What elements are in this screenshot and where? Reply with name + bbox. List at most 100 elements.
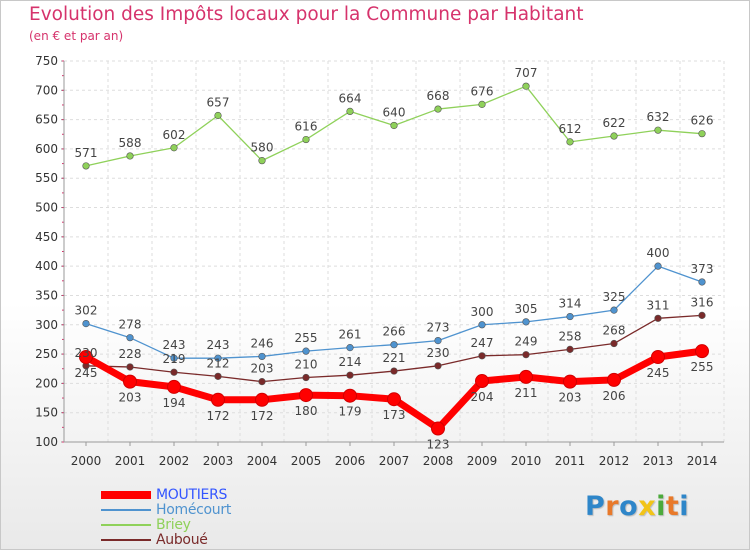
data-point [478, 321, 486, 329]
data-point [698, 311, 706, 319]
data-point [211, 392, 225, 407]
x-tick-label: 2001 [115, 454, 146, 468]
data-label: 657 [207, 96, 230, 110]
data-point [519, 369, 533, 384]
data-point [170, 368, 178, 376]
x-tick-label: 2008 [423, 454, 454, 468]
data-label: 580 [251, 141, 274, 155]
data-label: 373 [691, 262, 714, 276]
data-point [522, 351, 530, 359]
data-label: 612 [559, 122, 582, 136]
data-label: 247 [471, 336, 494, 350]
line-chart: 100 150 200 250 300 350 400 450 500 550 600 650 700 7… [35, 54, 725, 468]
y-tick-label: 300 [35, 318, 58, 332]
y-tick-label: 600 [35, 142, 58, 156]
data-label: 245 [75, 366, 98, 380]
data-point [170, 354, 178, 362]
data-point [214, 354, 222, 362]
data-point [563, 374, 577, 389]
data-point [346, 344, 354, 352]
x-tick-label: 2004 [247, 454, 278, 468]
data-point [698, 130, 706, 138]
data-point [654, 314, 662, 322]
data-label: 221 [383, 351, 406, 365]
data-label: 214 [339, 355, 362, 369]
data-point [695, 344, 709, 359]
data-point [346, 371, 354, 379]
y-tick-label: 250 [35, 347, 58, 361]
data-label: 400 [647, 246, 670, 260]
data-point [79, 350, 93, 365]
x-tick-label: 2000 [71, 454, 102, 468]
y-tick-label: 550 [35, 171, 58, 185]
data-label: 314 [559, 297, 582, 311]
logo-letter: r [605, 491, 620, 522]
y-tick-label: 100 [35, 435, 58, 449]
data-label: 179 [339, 405, 362, 419]
data-point [302, 347, 310, 355]
data-label: 230 [75, 346, 98, 360]
series-auboué [82, 311, 706, 386]
data-label: 305 [515, 302, 538, 316]
data-label: 180 [295, 404, 318, 418]
legend-item-homécourt: Homécourt [101, 502, 231, 518]
data-label: 212 [207, 356, 230, 370]
data-label: 203 [119, 391, 142, 405]
legend-item-briey: Briey [101, 517, 231, 533]
data-point [610, 306, 618, 314]
data-point [434, 336, 442, 345]
data-point [390, 121, 398, 130]
data-label: 325 [603, 290, 626, 304]
logo-letter: x [638, 491, 657, 522]
chart-legend: MOUTIERS Homécourt Briey Auboué [101, 487, 231, 548]
data-point [478, 352, 486, 360]
data-label: 204 [471, 390, 494, 404]
x-tick-label: 2013 [643, 454, 674, 468]
data-point [387, 392, 401, 407]
data-point [654, 126, 662, 134]
legend-swatch [101, 490, 151, 499]
data-label: 626 [691, 114, 714, 128]
data-label: 311 [647, 298, 670, 312]
data-label: 571 [75, 146, 98, 160]
data-point [126, 363, 134, 371]
data-label: 249 [515, 335, 538, 349]
data-point [522, 82, 530, 90]
x-tick-label: 2009 [467, 454, 498, 468]
data-label: 246 [251, 336, 274, 350]
data-point [170, 144, 178, 152]
data-point [214, 111, 222, 120]
y-tick-label: 450 [35, 230, 58, 244]
data-point [434, 362, 442, 370]
x-tick-label: 2010 [511, 454, 542, 468]
data-point [651, 350, 665, 365]
y-tick-label: 500 [35, 201, 58, 215]
data-point [302, 373, 310, 382]
data-label: 172 [207, 409, 230, 423]
x-tick-label: 2006 [335, 454, 366, 468]
series-moutiers [79, 344, 709, 436]
logo-letter: t [665, 491, 680, 522]
data-label: 203 [559, 391, 582, 405]
data-label: 194 [163, 396, 186, 410]
legend-item-auboué: Auboué [101, 532, 231, 548]
legend-swatch [101, 508, 151, 511]
x-tick-label: 2005 [291, 454, 322, 468]
data-label: 316 [691, 295, 714, 309]
data-label: 211 [515, 386, 538, 400]
x-tick-label: 2002 [159, 454, 190, 468]
y-tick-label: 350 [35, 288, 58, 302]
data-label: 255 [295, 331, 318, 345]
data-point [258, 157, 266, 165]
data-point [258, 352, 266, 361]
data-point [214, 372, 222, 380]
data-point [478, 100, 486, 108]
logo-letter: P [585, 491, 606, 522]
data-point [167, 379, 181, 394]
data-label: 206 [603, 389, 626, 403]
data-label: 300 [471, 305, 494, 319]
x-tick-label: 2012 [599, 454, 630, 468]
data-point [607, 372, 621, 387]
y-tick-label: 400 [35, 259, 58, 273]
